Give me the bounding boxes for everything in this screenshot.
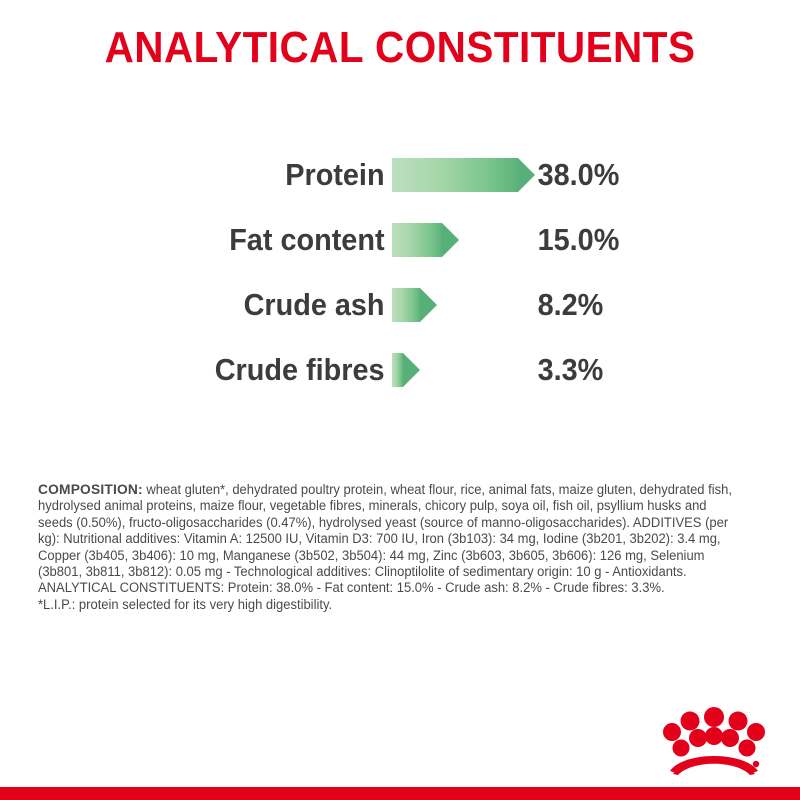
constituent-bar: [392, 352, 420, 387]
constituent-label: Fat content: [229, 221, 385, 257]
constituent-bar-wrap: [392, 287, 532, 322]
constituent-bar-wrap: [392, 157, 535, 192]
composition-text-block: COMPOSITION: wheat gluten*, dehydrated p…: [38, 482, 742, 613]
constituent-row-crude-fibres: Crude fibres 3.3%: [0, 337, 800, 402]
composition-body: wheat gluten*, dehydrated poultry protei…: [38, 482, 732, 596]
constituent-row-protein: Protein 38.0%: [0, 142, 800, 207]
composition-footnote: *L.I.P.: protein selected for its very h…: [38, 596, 333, 612]
page-title: ANALYTICAL CONSTITUENTS: [104, 23, 696, 72]
constituent-bar-wrap: [392, 352, 532, 387]
constituent-value: 8.2%: [537, 286, 604, 322]
constituent-label: Crude ash: [243, 286, 385, 322]
constituent-row-fat-content: Fat content 15.0%: [0, 207, 800, 272]
constituent-value: 38.0%: [537, 156, 620, 192]
constituent-label: Protein: [285, 156, 385, 192]
royal-canin-crown-logo: [662, 703, 766, 775]
composition-heading: COMPOSITION:: [38, 482, 143, 498]
constituent-value: 15.0%: [537, 221, 620, 257]
analytical-constituents-chart: Protein 38.0% Fat content 15.0% Crude as…: [0, 142, 800, 402]
constituent-value: 3.3%: [537, 351, 604, 387]
constituent-label: Crude fibres: [214, 351, 385, 387]
constituent-bar: [392, 157, 535, 192]
constituent-bar: [392, 222, 459, 257]
constituent-bar: [392, 287, 437, 322]
constituent-bar-wrap: [392, 222, 532, 257]
footer-accent-bar: [0, 787, 800, 800]
constituent-row-crude-ash: Crude ash 8.2%: [0, 272, 800, 337]
